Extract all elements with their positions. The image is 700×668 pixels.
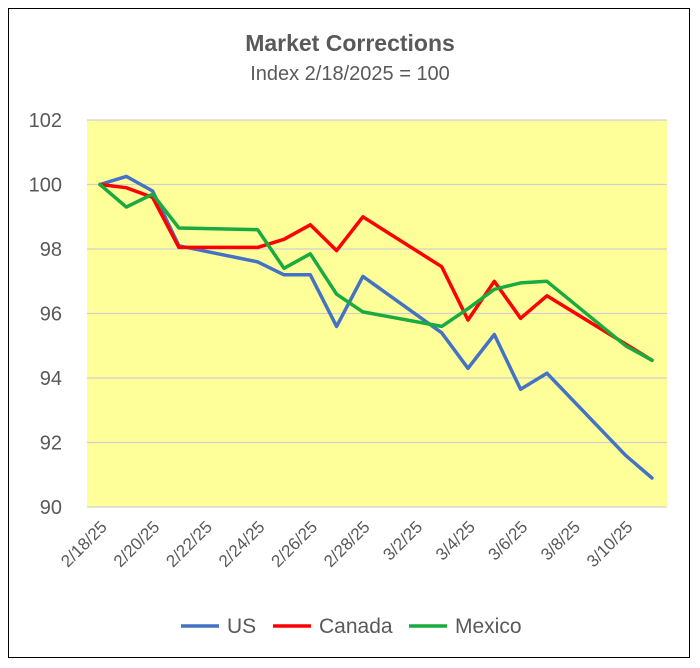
x-tick-label: 2/22/25: [162, 517, 216, 571]
x-tick-label: 3/6/25: [485, 517, 532, 564]
series-line-mexico: [98, 182, 654, 363]
x-tick-label: 3/2/25: [379, 517, 426, 564]
y-axis: 90 92 94 96 98 100 102: [29, 110, 62, 519]
x-tick-label: 2/26/25: [268, 517, 322, 571]
legend: US Canada Mexico: [181, 615, 522, 638]
series-lines: [98, 174, 654, 480]
x-tick-label: 2/28/25: [320, 517, 374, 571]
legend-label-us: US: [227, 615, 256, 638]
y-tick-label: 98: [40, 239, 62, 261]
chart-subtitle: Index 2/18/2025 = 100: [250, 63, 450, 85]
y-tick-label: 100: [29, 175, 62, 197]
x-tick-label: 2/18/25: [57, 517, 111, 571]
y-tick-label: 102: [29, 110, 62, 132]
x-tick-label: 2/20/25: [110, 517, 164, 571]
legend-label-canada: Canada: [319, 615, 393, 638]
y-tick-label: 94: [40, 368, 62, 390]
x-tick-label: 3/8/25: [537, 517, 584, 564]
legend-label-mexico: Mexico: [455, 615, 522, 638]
y-tick-label: 96: [40, 304, 62, 326]
y-tick-label: 90: [40, 497, 62, 519]
x-axis: 2/18/25 2/20/25 2/22/25 2/24/25 2/26/25 2/28/…: [57, 517, 636, 571]
series-line-canada: [98, 182, 654, 363]
x-tick-label: 3/10/25: [583, 517, 637, 571]
y-tick-label: 92: [40, 433, 62, 455]
chart-title: Market Corrections: [245, 30, 455, 56]
x-tick-label: 3/4/25: [432, 517, 479, 564]
gridlines: [87, 119, 667, 508]
x-tick-label: 2/24/25: [215, 517, 269, 571]
